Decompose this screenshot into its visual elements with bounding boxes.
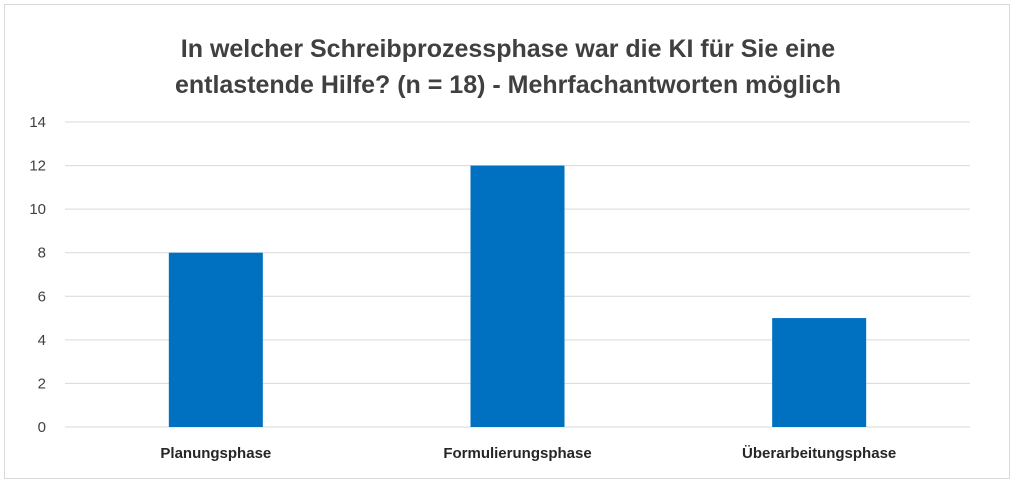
bar-3 [772, 318, 867, 427]
y-tick-label-6: 6 [38, 288, 46, 305]
y-tick-label-4: 4 [38, 332, 46, 349]
bar-2 [470, 165, 565, 428]
chart-title-line-2: entlastende Hilfe? (n = 18) - Mehrfachan… [174, 71, 842, 99]
chart-title-line-1: In welcher Schreibprozessphase war die K… [180, 35, 836, 63]
y-tick-label-12: 12 [29, 158, 46, 175]
category-label-2: Formulierungsphase [443, 445, 591, 462]
y-tick-label-8: 8 [38, 245, 46, 262]
y-tick-label-2: 2 [38, 375, 46, 392]
y-tick-label-10: 10 [29, 201, 46, 218]
chart-title: In welcher Schreibprozessphase war die K… [5, 31, 1011, 103]
y-tick-label-0: 0 [38, 419, 46, 436]
category-label-1: Planungsphase [160, 445, 271, 462]
y-tick-label-14: 14 [29, 114, 46, 131]
category-label-3: Überarbeitungsphase [742, 445, 896, 462]
bar-1 [168, 252, 263, 427]
